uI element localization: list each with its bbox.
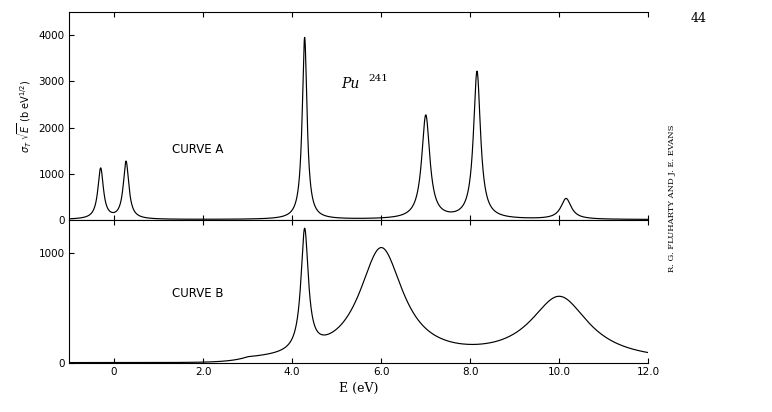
X-axis label: E (eV): E (eV) xyxy=(339,382,379,395)
Text: Pu: Pu xyxy=(341,77,360,91)
Text: CURVE B: CURVE B xyxy=(172,287,223,300)
Text: CURVE A: CURVE A xyxy=(172,143,223,156)
Text: 44: 44 xyxy=(691,12,707,26)
Y-axis label: $\sigma_T\ \sqrt{E}\ (\mathrm{b\ eV}^{1/2})$: $\sigma_T\ \sqrt{E}\ (\mathrm{b\ eV}^{1/… xyxy=(16,79,34,153)
Text: R. G. FLUHARTY AND J. E. EVANS: R. G. FLUHARTY AND J. E. EVANS xyxy=(668,124,676,272)
Text: 241: 241 xyxy=(369,73,388,82)
